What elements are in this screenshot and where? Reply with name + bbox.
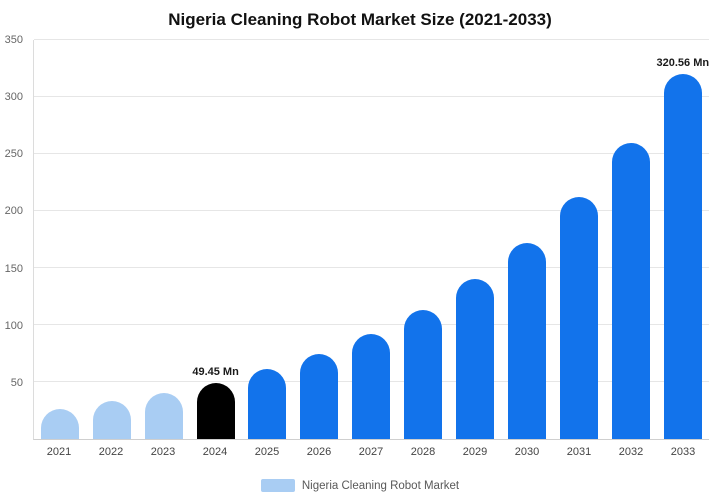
bar-cell: [242, 40, 294, 439]
bar-cell: [397, 40, 449, 439]
x-tick-label: 2029: [462, 446, 488, 458]
bar-cell: [86, 40, 138, 439]
bar-cell: [605, 40, 657, 439]
bar-2027: [352, 334, 391, 439]
x-tick-label: 2022: [98, 446, 124, 458]
bar-2021: [40, 409, 79, 439]
bar-2029: [455, 279, 494, 439]
y-tick-label: 100: [4, 319, 23, 332]
x-tick-label: 2023: [150, 446, 176, 458]
grid-line: [34, 39, 709, 40]
bar-cell: 320.56 Mn: [656, 40, 710, 439]
bar-2032: [611, 142, 650, 439]
bar-2026: [300, 353, 339, 439]
x-tick-label: 2030: [514, 446, 540, 458]
x-tick-label: 2025: [254, 446, 280, 458]
grid-line: [34, 324, 709, 325]
y-tick-label: 200: [4, 205, 23, 218]
x-tick-label: 2028: [410, 446, 436, 458]
bar-2031: [559, 197, 598, 439]
bar-cell: [138, 40, 190, 439]
x-tick-label: 2033: [670, 446, 696, 458]
grid-line: [34, 267, 709, 268]
x-tick-label: 2031: [566, 446, 592, 458]
x-axis: 2021 2022 2023 2024 2025 2026 2027 2028 2029 2030…: [33, 446, 709, 458]
bar-cell: 49.45 Mn: [190, 40, 242, 439]
x-tick-label: 2027: [358, 446, 384, 458]
x-tick-label: 2024: [202, 446, 228, 458]
legend-swatch: [260, 479, 295, 492]
bar-2028: [404, 310, 443, 439]
plot-area: 49.45 Mn 320.56 Mn: [33, 39, 709, 440]
bar-value-label: 320.56 Mn: [656, 56, 710, 69]
y-tick-label: 50: [10, 376, 23, 389]
bar-2024: [196, 382, 235, 439]
legend: Nigeria Cleaning Robot Market: [0, 479, 720, 492]
legend-label: Nigeria Cleaning Robot Market: [301, 479, 460, 492]
bar-cell: [449, 40, 501, 439]
bar-2033: [663, 73, 702, 439]
y-tick-label: 350: [4, 34, 23, 46]
y-tick-label: 150: [4, 262, 23, 275]
bar-2023: [144, 393, 183, 439]
bar-2022: [92, 401, 131, 439]
bar-cell: [501, 40, 553, 439]
bar-cell: [34, 40, 86, 439]
bar-series: 49.45 Mn 320.56 Mn: [34, 40, 709, 439]
y-tick-label: 300: [4, 91, 23, 104]
x-tick-label: 2026: [306, 446, 332, 458]
bar-cell: [293, 40, 345, 439]
bar-cell: [345, 40, 397, 439]
chart-title: Nigeria Cleaning Robot Market Size (2021…: [168, 10, 552, 29]
x-tick-label: 2021: [46, 446, 72, 458]
grid-line: [34, 96, 709, 97]
bar-2030: [507, 242, 546, 439]
grid-line: [34, 210, 709, 211]
x-tick-label: 2032: [618, 446, 644, 458]
bar-value-label: 49.45 Mn: [192, 365, 239, 378]
bar-cell: [553, 40, 605, 439]
y-axis: 50 100 150 200 250 300 350: [0, 34, 27, 440]
grid-line: [34, 153, 709, 154]
bar-2025: [248, 369, 287, 439]
y-tick-label: 250: [4, 148, 23, 161]
